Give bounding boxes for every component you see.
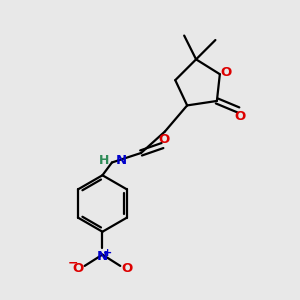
Text: H: H (99, 154, 109, 167)
Text: O: O (221, 66, 232, 79)
Text: +: + (103, 248, 112, 258)
Text: O: O (158, 133, 169, 146)
Text: O: O (121, 262, 132, 275)
Text: −: − (68, 256, 79, 269)
Text: O: O (72, 262, 84, 275)
Text: N: N (97, 250, 108, 262)
Text: N: N (116, 154, 127, 167)
Text: O: O (234, 110, 245, 123)
